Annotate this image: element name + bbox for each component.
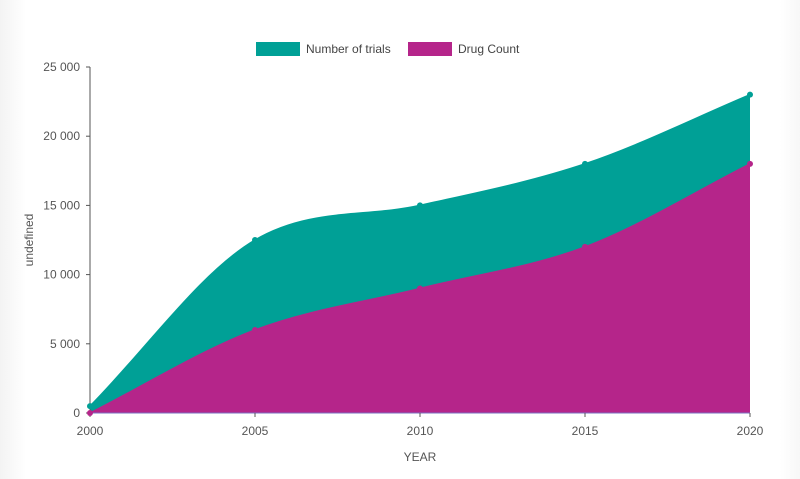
y-axis-title: undefined — [22, 214, 36, 267]
y-tick-label: 5 000 — [50, 337, 80, 351]
x-tick-label: 2020 — [737, 424, 764, 438]
data-point-1-1 — [252, 326, 258, 333]
y-tick-label: 20 000 — [43, 129, 80, 143]
series-areas — [89, 93, 751, 414]
data-point-0-3 — [582, 160, 588, 167]
data-point-0-4 — [747, 91, 753, 98]
legend[interactable]: Number of trials Drug Count — [256, 42, 520, 56]
series-points — [87, 91, 753, 416]
x-tick-label: 2000 — [77, 424, 104, 438]
data-point-1-4 — [747, 160, 753, 167]
data-point-1-3 — [582, 243, 588, 250]
legend-label-1: Drug Count — [458, 42, 520, 56]
x-tick-label: 2015 — [572, 424, 599, 438]
legend-swatch-1 — [408, 42, 452, 56]
data-point-0-1 — [252, 237, 258, 243]
data-point-0-0 — [87, 403, 93, 410]
x-tick-label: 2005 — [242, 424, 269, 438]
data-point-1-2 — [417, 285, 423, 292]
legend-label-0: Number of trials — [306, 42, 391, 56]
y-tick-label: 15 000 — [43, 198, 80, 212]
data-point-1-0 — [87, 410, 93, 416]
x-axis-title: YEAR — [404, 450, 437, 464]
axes: 0 5 000 10 000 15 000 20 000 25 000 2000 2005 20… — [43, 60, 763, 438]
y-tick-label: 25 000 — [43, 60, 80, 74]
y-tick-label: 0 — [73, 406, 80, 420]
data-point-0-2 — [417, 202, 423, 209]
legend-swatch-0 — [256, 42, 300, 56]
y-tick-label: 10 000 — [43, 268, 80, 282]
x-tick-label: 2010 — [407, 424, 434, 438]
